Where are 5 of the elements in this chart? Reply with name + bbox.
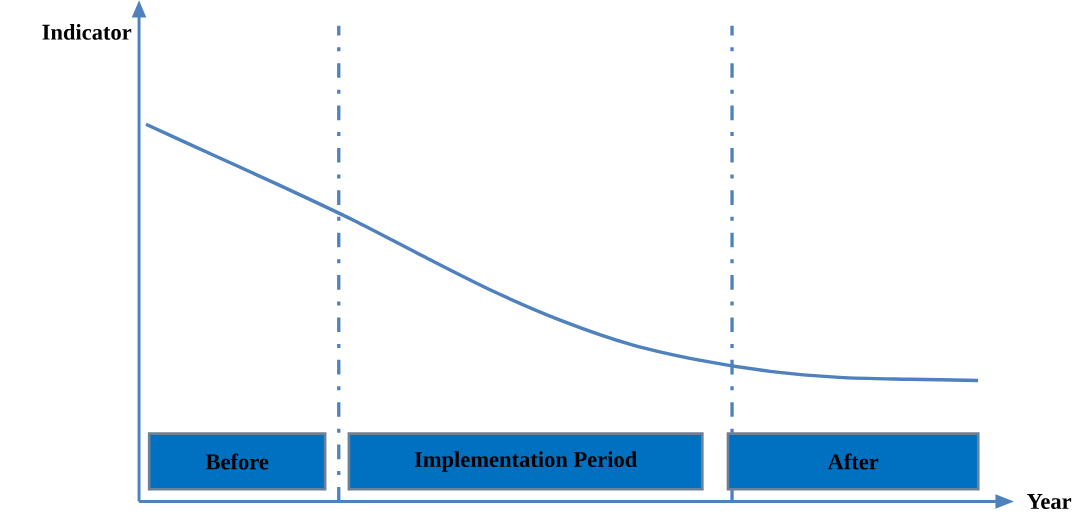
annotation: Implementation Period xyxy=(414,451,637,472)
y-axis-title: Indicator xyxy=(42,23,132,40)
annotation: Before xyxy=(205,453,269,470)
annotation: After xyxy=(827,453,879,470)
x-axis-title: Year xyxy=(1026,493,1072,509)
